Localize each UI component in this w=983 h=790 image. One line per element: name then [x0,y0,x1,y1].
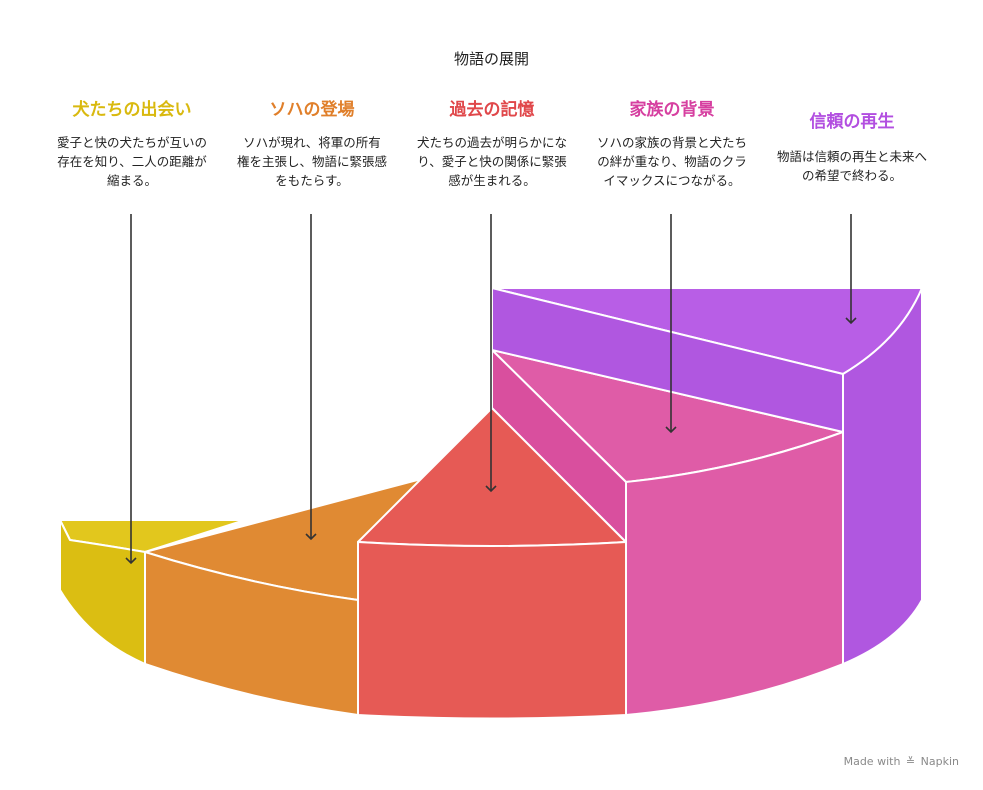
watermark-brand: Napkin [920,755,959,768]
napkin-logo-icon: ≚ [905,755,916,768]
stage-2-heading: ソハの登場 [269,100,355,120]
stage-5-heading: 信頼の再生 [809,112,895,132]
segment-4 [491,349,844,716]
watermark-prefix: Made with [843,755,901,768]
stage-3-description: 犬たちの過去が明らかになり、愛子と快の関係に緊張感が生まれる。 [417,135,568,188]
diagram-title: 物語の展開 [453,50,529,68]
segment-3 [357,407,627,720]
stage-5-description: 物語は信頼の再生と未来への希望で終わる。 [777,149,928,183]
segment-5 [491,287,923,665]
stage-4-heading: 家族の背景 [629,100,715,120]
stage-1-description: 愛子と快の犬たちが互いの存在を知り、二人の距離が縮まる。 [57,135,208,188]
watermark: Made with ≚ Napkin [844,755,959,768]
stage-4-description: ソハの家族の背景と犬たちの絆が重なり、物語のクライマックスにつながる。 [597,135,748,188]
stage-1-heading: 犬たちの出会い [72,100,192,120]
stage-2-description: ソハが現れ、将軍の所有権を主張し、物語に緊張感をもたらす。 [237,135,388,188]
stage-3-heading: 過去の記憶 [449,100,535,120]
segment-2 [144,477,426,716]
